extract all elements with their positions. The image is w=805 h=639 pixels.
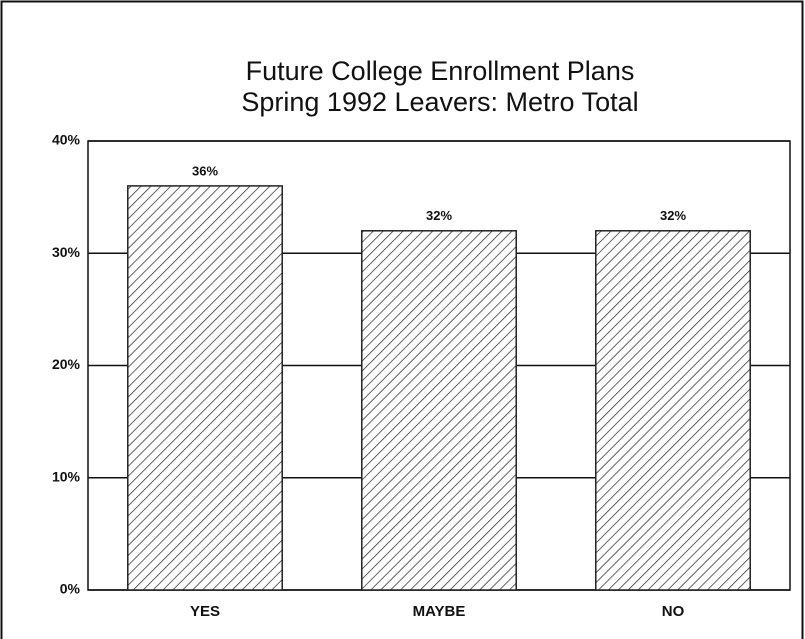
y-tick-label: 10% bbox=[52, 468, 81, 484]
y-tick-label: 30% bbox=[52, 244, 81, 260]
bar bbox=[595, 230, 751, 591]
y-tick-label: 0% bbox=[60, 581, 81, 597]
bar bbox=[361, 230, 517, 591]
value-label: 32% bbox=[426, 208, 452, 223]
bar bbox=[127, 185, 283, 591]
y-tick-label: 40% bbox=[52, 132, 81, 148]
chart-subtitle: Spring 1992 Leavers: Metro Total bbox=[241, 87, 638, 117]
y-tick-label: 20% bbox=[52, 356, 81, 372]
x-tick-label: MAYBE bbox=[413, 603, 466, 620]
value-label: 36% bbox=[192, 163, 218, 178]
value-label: 32% bbox=[660, 208, 686, 223]
x-tick-label: YES bbox=[190, 603, 220, 620]
x-tick-label: NO bbox=[662, 603, 685, 620]
chart-title: Future College Enrollment Plans bbox=[246, 56, 635, 86]
